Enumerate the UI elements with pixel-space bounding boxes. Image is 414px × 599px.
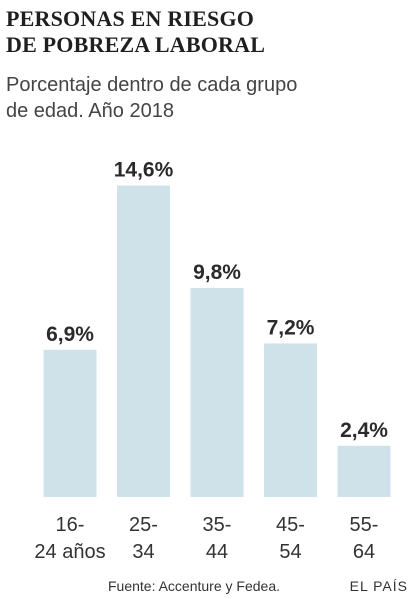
chart-title-line-2: DE POBREZA LABORAL xyxy=(6,32,266,57)
category-label-1: 25-34 xyxy=(129,514,158,563)
category-label-4: 55-64 xyxy=(350,514,379,563)
bar-3 xyxy=(264,343,317,497)
chart-subtitle-line-2: de edad. Año 2018 xyxy=(6,100,174,122)
value-label-3: 7,2% xyxy=(267,316,315,339)
value-label-0: 6,9% xyxy=(46,323,94,346)
bar-4 xyxy=(337,445,391,497)
chart-title: PERSONAS EN RIESGO DE POBREZA LABORAL xyxy=(6,6,406,58)
value-label-2: 9,8% xyxy=(193,261,241,284)
bar-0 xyxy=(43,349,97,497)
bar-1 xyxy=(117,185,170,497)
category-label-0: 16-24 años xyxy=(34,514,105,563)
source-note: Fuente: Accenture y Fedea. xyxy=(108,578,280,594)
chart-subtitle: Porcentaje dentro de cada grupo de edad.… xyxy=(6,72,406,124)
category-label-3: 45-54 xyxy=(276,514,305,563)
bar-2 xyxy=(190,287,244,497)
value-label-1: 14,6% xyxy=(114,159,174,182)
value-label-4: 2,4% xyxy=(340,419,388,442)
chart-title-line-1: PERSONAS EN RIESGO xyxy=(6,6,255,31)
category-label-2: 35-44 xyxy=(203,514,232,563)
bar-chart: 6,9% 16-24 años 14,6% 25-34 9,8% 35-44 7,2% 45-… xyxy=(34,159,391,563)
publisher-logo: EL PAÍS xyxy=(349,578,408,594)
chart-subtitle-line-1: Porcentaje dentro de cada grupo xyxy=(6,74,298,96)
